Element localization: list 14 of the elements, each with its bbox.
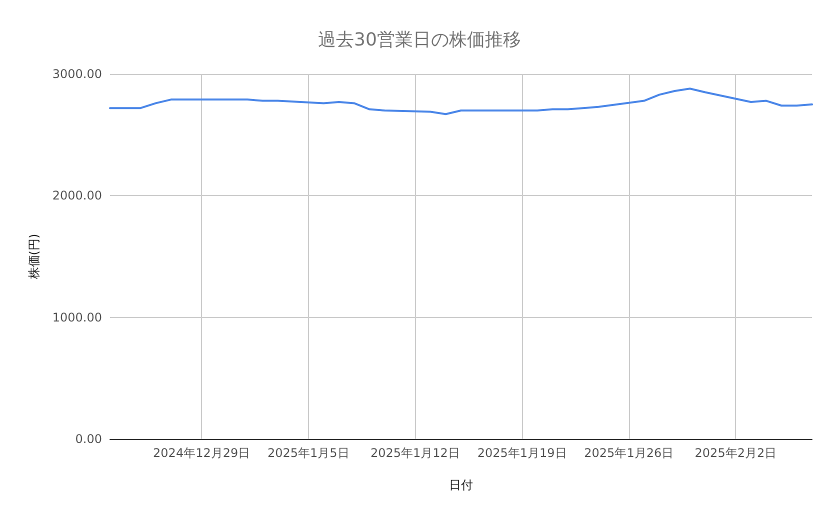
x-tick-label: 2025年1月5日	[267, 446, 350, 460]
x-tick-label: 2025年1月26日	[584, 446, 674, 460]
line-series	[109, 88, 813, 116]
y-tick-label: 3000.00	[52, 67, 102, 81]
y-tick-label: 1000.00	[52, 310, 102, 324]
x-tick-label: 2025年2月2日	[694, 446, 777, 460]
x-tick-label: 2024年12月29日	[153, 446, 250, 460]
x-tick-label: 2025年1月19日	[477, 446, 567, 460]
x-axis-title: 日付	[449, 478, 473, 492]
y-tick-label: 2000.00	[52, 188, 102, 203]
y-axis-title: 株価(円)	[27, 234, 41, 280]
y-tick-label: 0.00	[75, 432, 102, 446]
x-tick-label: 2025年1月12日	[370, 446, 460, 460]
chart-title: 過去30営業日の株価推移	[318, 30, 521, 50]
